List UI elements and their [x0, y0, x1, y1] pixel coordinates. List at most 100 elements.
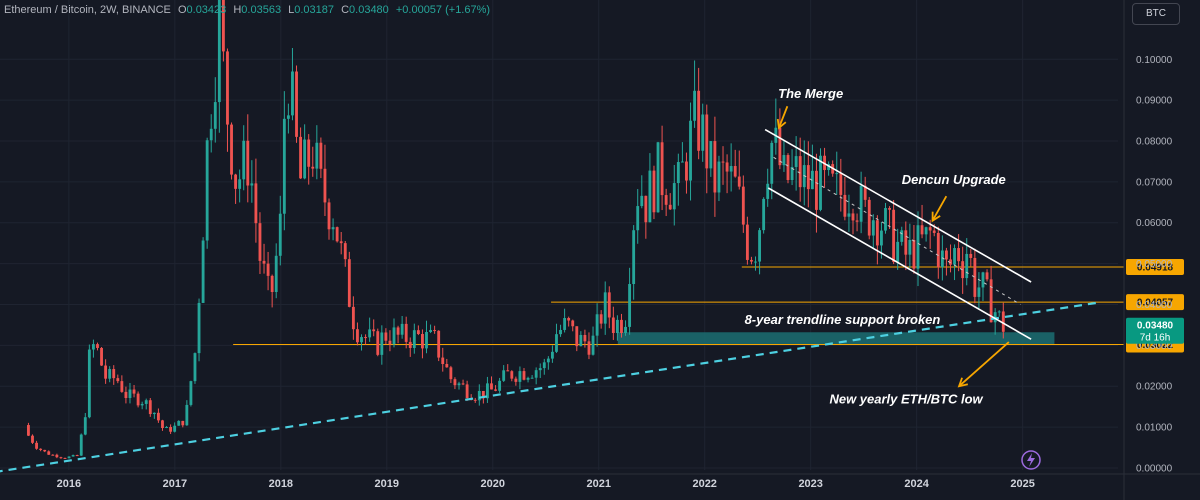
candle-body	[729, 166, 733, 172]
candle-body	[494, 389, 497, 391]
candle-body	[120, 381, 124, 392]
bolt-icon[interactable]	[1021, 450, 1041, 470]
candle-body	[709, 141, 713, 169]
candle-body	[717, 161, 721, 193]
candle-body	[611, 317, 615, 333]
y-tick-label: 0.05000	[1136, 259, 1173, 270]
candle-body	[173, 425, 177, 432]
candle-body	[936, 232, 940, 268]
support-zone	[617, 332, 1055, 345]
candle-body	[165, 427, 168, 429]
candle-body	[55, 454, 59, 458]
candle-body	[396, 327, 400, 335]
candle-body	[392, 327, 396, 345]
annotations: The Merge Dencun Upgrade 8-year trendline …	[745, 86, 1010, 406]
candle-body	[209, 128, 213, 141]
price-axis[interactable]: 0.10000 0.09000 0.08000 0.07000 0.06000 0.050…	[1123, 0, 1173, 500]
candle-body	[429, 330, 432, 333]
candle-body	[538, 368, 542, 371]
candle-body	[156, 412, 160, 421]
candle-body	[197, 302, 201, 354]
candle-body	[181, 420, 185, 426]
candle-body	[550, 351, 554, 359]
candle-body	[981, 272, 985, 288]
candle-body	[786, 155, 790, 181]
candle-body	[473, 399, 477, 401]
symbol-title: Ethereum / Bitcoin, 2W, BINANCE	[4, 4, 171, 16]
x-tick-label: 2017	[163, 478, 187, 490]
candle-body	[217, 0, 221, 103]
annotation-arrow	[958, 341, 1010, 387]
candle-body	[758, 230, 761, 262]
candle-body	[607, 292, 611, 318]
channel-midline	[773, 156, 1021, 305]
candle-body	[384, 332, 388, 341]
x-tick-label: 2019	[375, 478, 399, 490]
last-price-tag: 0.03480 7d 16h	[1126, 317, 1184, 344]
x-tick-label: 2016	[57, 478, 81, 490]
channel-upper-line	[764, 128, 1032, 283]
candle-body	[705, 114, 709, 169]
candle-body	[226, 51, 229, 125]
candle-body	[364, 337, 367, 339]
candle-body	[534, 370, 538, 378]
candle-body	[546, 358, 550, 363]
candle-body	[680, 161, 684, 163]
candle-body	[92, 344, 95, 350]
candle-body	[741, 186, 745, 225]
candle-body	[932, 230, 936, 233]
candle-body	[595, 314, 599, 336]
y-tick-label: 0.01000	[1136, 423, 1173, 434]
candle-body	[221, 0, 225, 52]
candle-body	[510, 371, 514, 379]
candle-body	[806, 165, 810, 190]
candle-body	[676, 162, 680, 184]
candle-body	[27, 425, 30, 436]
candle-body	[567, 318, 571, 321]
candle-body	[770, 142, 774, 184]
candle-body	[51, 454, 55, 456]
candle-body	[624, 326, 627, 333]
candle-body	[380, 332, 384, 355]
candle-body	[502, 370, 506, 381]
candle-body	[888, 208, 891, 210]
candle-body	[559, 329, 562, 335]
level-tag	[1126, 294, 1184, 311]
y-tick-label: 0.03000	[1136, 341, 1173, 352]
candle-body	[477, 390, 481, 401]
candle-body	[441, 357, 445, 365]
annotation-arrow	[778, 105, 789, 129]
candle-body	[169, 427, 173, 432]
candle-body	[900, 230, 904, 242]
x-tick-label: 2022	[692, 478, 716, 490]
y-tick-label: 0.08000	[1136, 137, 1173, 148]
candle-body	[96, 344, 99, 348]
candle-body	[884, 208, 887, 231]
candle-body	[278, 213, 282, 256]
candle-body	[307, 139, 311, 167]
candle-body	[668, 204, 672, 210]
candle-body	[733, 166, 737, 177]
level-label: 0.04057	[1137, 298, 1174, 309]
candle-body	[87, 349, 91, 418]
candle-body	[713, 141, 717, 193]
candle-body	[83, 417, 87, 435]
candle-body	[481, 390, 485, 399]
currency-button[interactable]: BTC	[1132, 3, 1180, 25]
candle-body	[632, 230, 636, 285]
candle-body	[916, 225, 920, 269]
symbol-header[interactable]: Ethereum / Bitcoin, 2W, BINANCE O0.03423…	[4, 4, 490, 16]
candle-body	[827, 164, 831, 171]
candle-body	[315, 142, 319, 169]
candle-body	[928, 227, 932, 231]
candle-body	[506, 370, 510, 372]
candle-body	[725, 162, 729, 172]
candle-body	[815, 170, 818, 210]
drawn-lines	[0, 128, 1097, 473]
time-axis[interactable]: 2016 2017 2018 2019 2020 2021 2022 2023 2024 2025	[0, 473, 1200, 490]
candle-body	[67, 456, 71, 459]
candle-body	[855, 220, 859, 222]
support-zone-rect	[617, 332, 1055, 345]
